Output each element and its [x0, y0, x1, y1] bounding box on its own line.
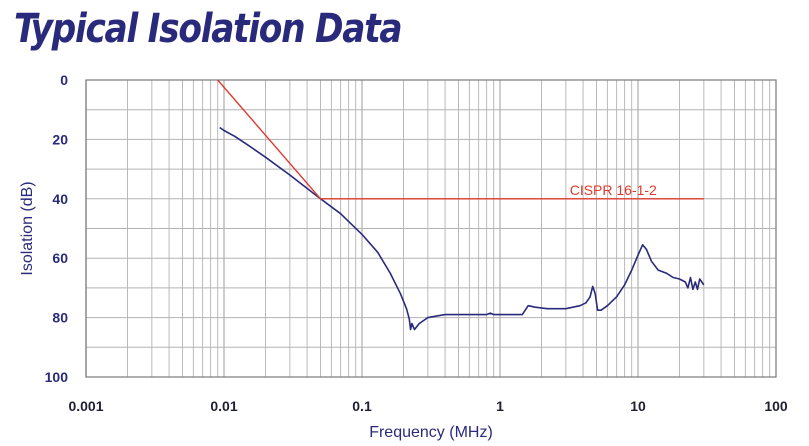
y-tick-label: 40: [52, 191, 68, 207]
x-tick-label: 1: [496, 398, 504, 414]
x-tick-label: 0.1: [352, 398, 372, 414]
y-tick-label: 80: [52, 310, 68, 326]
y-tick-label: 100: [45, 369, 69, 385]
x-tick-label: 10: [630, 398, 646, 414]
cispr-limit-line: [217, 79, 704, 200]
y-tick-label: 60: [52, 250, 68, 266]
y-tick-label: 20: [52, 131, 68, 147]
y-tick-label: 0: [60, 72, 68, 88]
y-axis-label: Isolation (dB): [19, 181, 36, 275]
chart-title: Typical Isolation Data: [14, 6, 403, 52]
cispr-limit-label: CISPR 16-1-2: [570, 182, 657, 198]
isolation-curve: [219, 126, 705, 331]
x-tick-label: 0.01: [210, 398, 237, 414]
x-tick-label: 0.001: [68, 398, 103, 414]
x-axis-label: Frequency (MHz): [369, 424, 493, 441]
x-tick-label: 100: [764, 398, 788, 414]
plot-frame: [85, 79, 777, 378]
